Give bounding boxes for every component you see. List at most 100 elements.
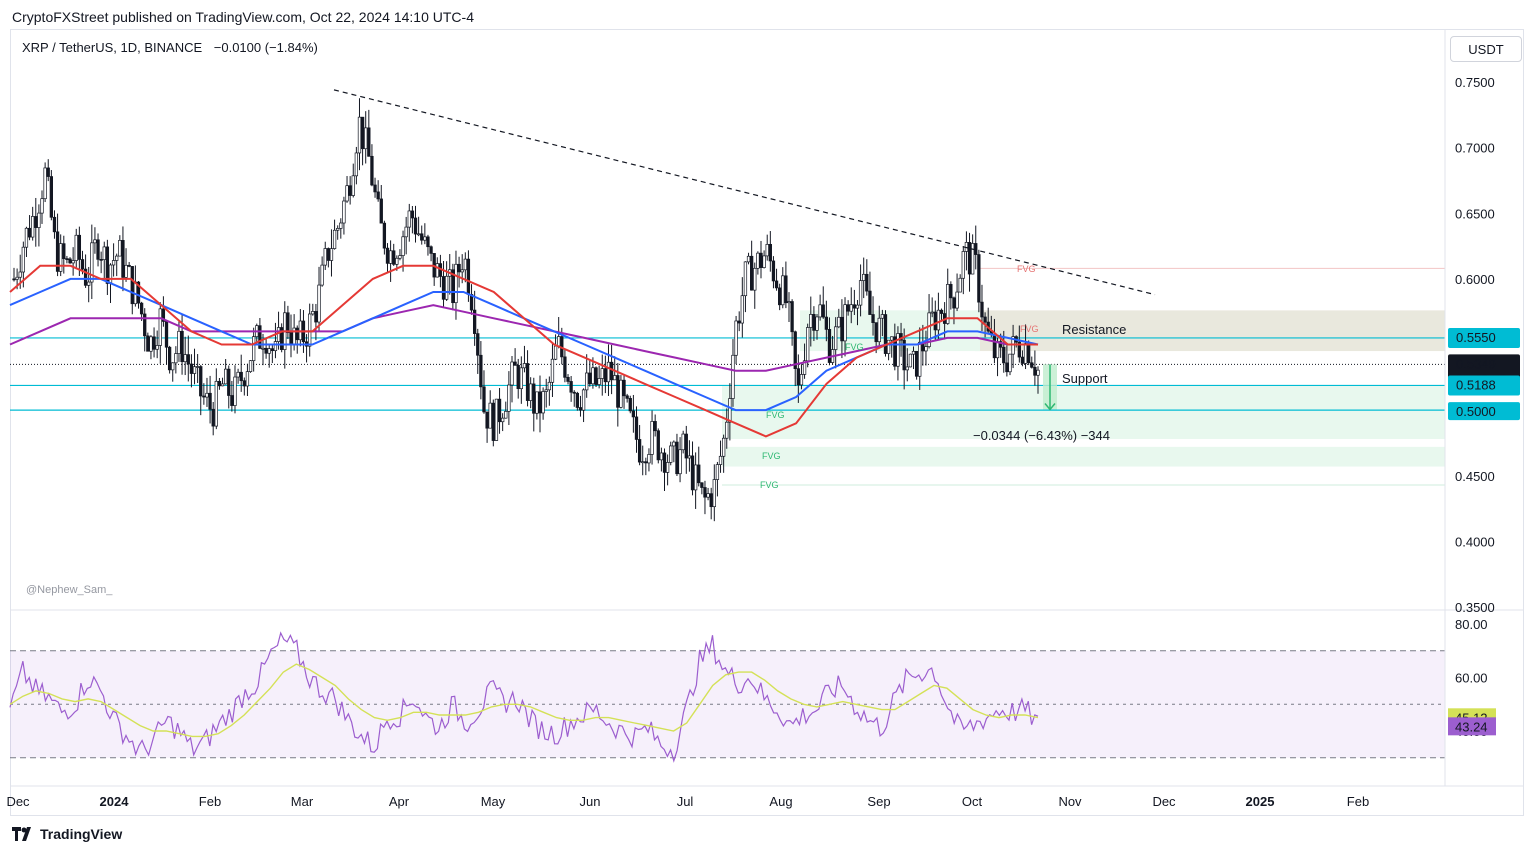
- candle-body: [547, 381, 551, 391]
- candle-body: [286, 312, 290, 334]
- candle-body: [146, 335, 150, 352]
- candle-body: [177, 330, 181, 354]
- price-tick-label: 0.7000: [1455, 141, 1495, 156]
- candle-body: [183, 354, 187, 363]
- candle-body: [563, 356, 567, 378]
- publisher-line: CryptoFXStreet published on TradingView.…: [12, 9, 474, 25]
- candle-body: [270, 348, 274, 352]
- price-tick-label: 0.7500: [1455, 75, 1495, 90]
- candle-body: [208, 392, 212, 410]
- candle-body: [314, 311, 318, 323]
- candle-body: [136, 281, 141, 304]
- candle-body: [317, 284, 321, 323]
- candle-body: [233, 376, 237, 406]
- currency-button[interactable]: USDT: [1450, 36, 1522, 62]
- candle-body: [662, 452, 667, 473]
- fvg-zone: [722, 446, 1445, 467]
- candle-body: [609, 361, 614, 381]
- candle-body: [410, 210, 415, 219]
- candle-body: [709, 493, 713, 508]
- candle-body: [877, 317, 881, 343]
- candle-body: [874, 322, 878, 343]
- candle-body: [93, 239, 97, 244]
- candle-body: [572, 391, 576, 394]
- candle-body: [130, 266, 134, 305]
- candle-body: [1002, 346, 1006, 364]
- candle-body: [778, 287, 782, 306]
- rsi-badge-rsi-bg: [1448, 717, 1496, 736]
- candle-body: [52, 216, 57, 233]
- candle-body: [420, 233, 424, 241]
- candle-body: [115, 255, 119, 261]
- fvg-label: FVG: [766, 410, 785, 420]
- candles: [12, 98, 1040, 522]
- time-tick-label: Oct: [962, 794, 983, 809]
- candle-body: [871, 314, 875, 323]
- candle-body: [541, 391, 545, 414]
- candle-body: [108, 264, 113, 284]
- candle-body: [949, 284, 953, 299]
- candle-body: [488, 402, 492, 429]
- candle-body: [980, 301, 984, 318]
- candle-body: [504, 411, 508, 419]
- price-badge-level1: 0.5550: [1448, 327, 1520, 348]
- candle-body: [392, 250, 396, 265]
- resistance-label: Resistance: [1062, 322, 1126, 337]
- descending-trendline: [333, 89, 1156, 296]
- price-tick-label: 0.3500: [1455, 600, 1495, 615]
- candle-body: [21, 246, 25, 273]
- candle-body: [840, 316, 844, 342]
- candle-body: [908, 353, 913, 368]
- candle-body: [258, 325, 262, 349]
- candle-body: [382, 222, 387, 249]
- candle-body: [728, 398, 732, 423]
- rsi-ma-line: [9, 663, 1039, 738]
- candle-body: [855, 304, 860, 309]
- candle-body: [802, 360, 807, 375]
- candle-body: [65, 258, 69, 260]
- candle-body: [846, 304, 850, 312]
- ema-slow-line: [9, 304, 1038, 372]
- candle-body: [743, 261, 748, 297]
- candle-body: [242, 380, 246, 387]
- candle-body: [1005, 362, 1009, 373]
- candle-body: [252, 336, 256, 362]
- candle-body: [472, 309, 477, 334]
- candle-body: [594, 367, 598, 385]
- candle-body: [1027, 343, 1031, 364]
- candle-body: [681, 433, 685, 451]
- candle-body: [367, 127, 371, 157]
- candle-body: [494, 398, 499, 441]
- candle-body: [280, 327, 284, 350]
- candle-body: [939, 309, 944, 314]
- candle-body: [641, 461, 645, 464]
- price-panel: [9, 98, 1445, 522]
- candle-body: [1008, 353, 1012, 373]
- candle-body: [924, 346, 928, 352]
- tradingview-brand: TradingView: [40, 826, 123, 842]
- candle-body: [71, 260, 75, 264]
- candle-body: [248, 360, 253, 372]
- candle-body: [784, 275, 788, 304]
- candle-body: [768, 244, 772, 262]
- symbol-legend: XRP / TetherUS, 1D, BINANCE −0.0100 (−1.…: [22, 40, 318, 55]
- candle-body: [295, 327, 299, 341]
- fvg-label: FVG: [1020, 324, 1039, 334]
- candle-body: [364, 127, 368, 150]
- candle-body: [588, 372, 592, 385]
- candle-body: [675, 441, 679, 475]
- candle-body: [351, 175, 355, 196]
- candle-body: [127, 264, 131, 267]
- candle-body: [189, 363, 194, 374]
- candle-body: [597, 378, 601, 385]
- candle-body: [370, 155, 374, 186]
- candle-body: [865, 273, 869, 292]
- candle-body: [793, 331, 797, 370]
- candle-body: [444, 275, 449, 300]
- candle-body: [659, 452, 664, 461]
- candle-body: [1017, 341, 1021, 358]
- candle-body: [535, 391, 539, 414]
- candle-body: [927, 312, 931, 347]
- price-badge-level3-bg: [1448, 402, 1520, 421]
